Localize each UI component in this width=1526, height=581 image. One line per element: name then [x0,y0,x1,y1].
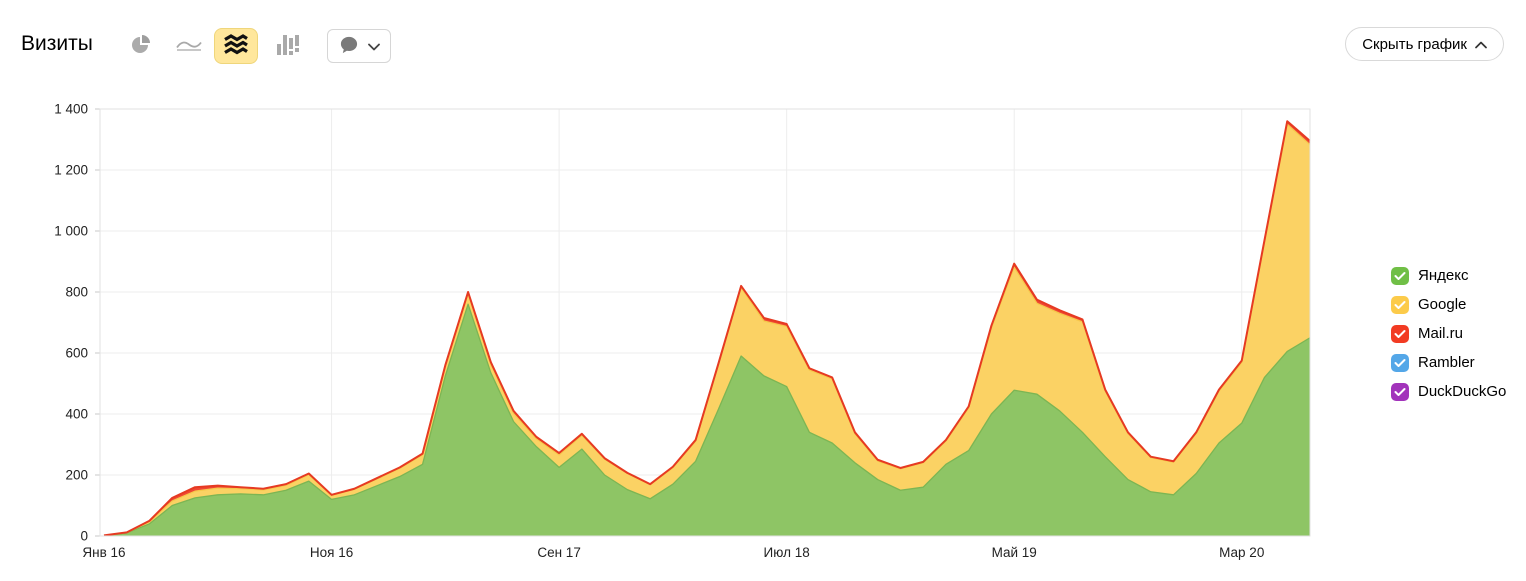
y-axis-tick-label: 0 [80,529,88,544]
speech-bubble-icon [339,35,359,58]
line-chart-icon [176,36,202,57]
chevron-up-icon [1475,36,1487,53]
stacked-area-chart-icon [223,33,249,59]
legend-label: Google [1418,296,1467,313]
plot-border [99,108,1311,537]
annotations-button[interactable] [327,29,391,63]
y-axis-tick-label: 200 [65,468,88,483]
line-series-Яндекс [103,303,1311,537]
legend-label: Яндекс [1418,267,1469,284]
x-axis-tick-label: Янв 16 [82,545,125,560]
checkbox-checked-icon[interactable] [1391,325,1409,343]
hide-chart-label: Скрыть график [1362,35,1467,53]
y-axis-tick-label: 400 [65,407,88,422]
pie-chart-button[interactable] [125,33,155,59]
x-axis-tick-label: Ноя 16 [310,545,353,560]
legend-label: Rambler [1418,354,1475,371]
x-axis-tick-label: Мар 20 [1219,545,1264,560]
legend-label: DuckDuckGo [1418,383,1507,400]
chart-legend: Яндекс Google Mail.ru Rambler DuckDuckGo [1391,267,1506,401]
legend-item-duckduckgo[interactable]: DuckDuckGo [1391,383,1506,401]
y-axis-tick-label: 1 400 [54,102,88,117]
area-series-Яндекс [104,304,1310,536]
checkbox-checked-icon[interactable] [1391,383,1409,401]
x-axis-tick-label: Июл 18 [764,545,810,560]
legend-label: Mail.ru [1418,325,1464,342]
y-axis-tick-label: 600 [65,346,88,361]
checkbox-checked-icon[interactable] [1391,354,1409,372]
checkbox-checked-icon[interactable] [1391,296,1409,314]
page-title: Визиты [21,32,93,55]
checkbox-checked-icon[interactable] [1391,267,1409,285]
line-chart-button[interactable] [174,33,204,59]
y-axis-tick-label: 1 200 [54,163,88,178]
bar-chart-button[interactable] [273,33,303,59]
legend-item-rambler[interactable]: Rambler [1391,354,1506,372]
x-axis-tick-label: Сен 17 [537,545,580,560]
legend-item-yandex[interactable]: Яндекс [1391,267,1506,285]
x-axis-tick-label: Май 19 [992,545,1037,560]
y-axis-tick-label: 1 000 [54,224,88,239]
y-axis-tick-label: 800 [65,285,88,300]
bar-chart-icon [276,34,300,59]
chevron-down-icon [367,39,380,54]
pie-chart-icon [129,33,152,59]
legend-item-google[interactable]: Google [1391,296,1506,314]
stacked-area-chart-button[interactable] [214,28,258,64]
legend-item-mailru[interactable]: Mail.ru [1391,325,1506,343]
hide-chart-button[interactable]: Скрыть график [1345,27,1504,61]
line-series-Mail.ru [103,120,1311,537]
